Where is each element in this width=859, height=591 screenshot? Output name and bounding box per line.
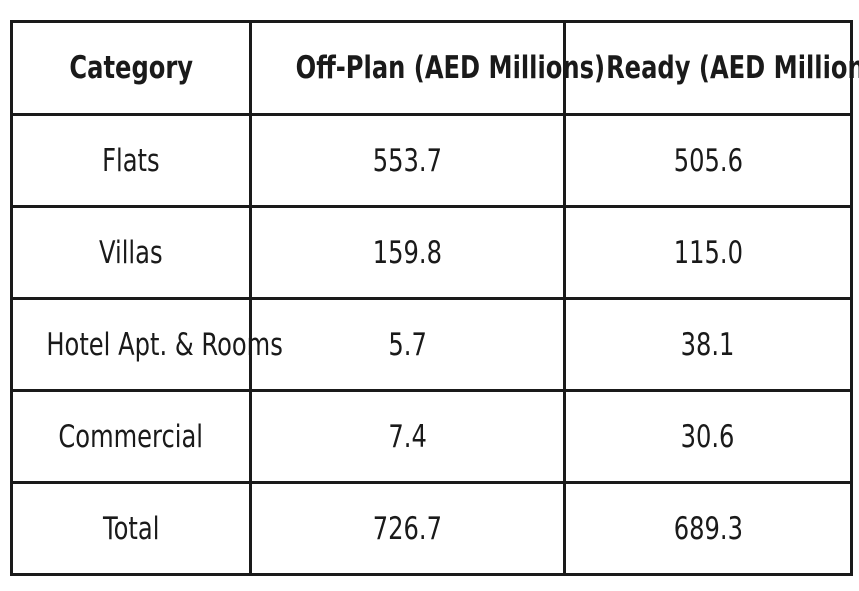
cell-text: Flats bbox=[102, 142, 160, 179]
header-row: Category Off-Plan (AED Millions) Ready (AE… bbox=[10, 20, 859, 116]
cell-text: Hotel Apt. & Rooms bbox=[46, 326, 283, 363]
table-cell: 726.7 bbox=[249, 481, 566, 576]
header-cell: Ready (AED Millions) bbox=[563, 20, 859, 116]
cell-text: 115.0 bbox=[673, 234, 743, 271]
table-cell: Flats bbox=[10, 113, 252, 208]
table-row: Total 726.7 689.3 bbox=[10, 481, 853, 576]
header-cell: Off-Plan (AED Millions) bbox=[249, 20, 605, 116]
table-cell: 505.6 bbox=[563, 113, 853, 208]
table-cell: 115.0 bbox=[563, 205, 853, 300]
header-cell: Category bbox=[10, 20, 252, 116]
cell-text: Ready (AED Millions) bbox=[606, 50, 859, 86]
table-row: Villas 159.8 115.0 bbox=[10, 205, 853, 300]
table-cell: 159.8 bbox=[249, 205, 566, 300]
table-cell: 38.1 bbox=[563, 297, 853, 392]
table-cell: 7.4 bbox=[249, 389, 566, 484]
table-cell: 30.6 bbox=[563, 389, 853, 484]
cell-text: Off-Plan (AED Millions) bbox=[295, 50, 606, 86]
table-cell: Hotel Apt. & Rooms bbox=[10, 297, 283, 392]
cell-text: 726.7 bbox=[372, 510, 443, 547]
cell-text: Total bbox=[102, 510, 160, 547]
table-cell: 553.7 bbox=[249, 113, 566, 208]
table-cell: 689.3 bbox=[563, 481, 853, 576]
cell-text: 30.6 bbox=[681, 418, 735, 455]
table-cell: Total bbox=[10, 481, 252, 576]
cell-text: 159.8 bbox=[372, 234, 443, 271]
table-cell: Commercial bbox=[10, 389, 252, 484]
cell-text: 505.6 bbox=[673, 142, 743, 179]
cell-text: 553.7 bbox=[372, 142, 443, 179]
cell-text: 7.4 bbox=[388, 418, 427, 455]
data-table: Category Off-Plan (AED Millions) Ready (AE… bbox=[10, 20, 859, 576]
table-cell: 5.7 bbox=[249, 297, 566, 392]
cell-text: Villas bbox=[99, 234, 163, 271]
cell-text: Commercial bbox=[58, 418, 204, 455]
table-body: Flats 553.7 505.6 Villas 159.8 115.0 Hotel Apt… bbox=[10, 113, 853, 576]
cell-text: 5.7 bbox=[388, 326, 427, 363]
table-row: Hotel Apt. & Rooms 5.7 38.1 bbox=[10, 297, 853, 392]
cell-text: Category bbox=[69, 50, 193, 86]
cell-text: 38.1 bbox=[681, 326, 735, 363]
table-cell: Villas bbox=[10, 205, 252, 300]
table-row: Commercial 7.4 30.6 bbox=[10, 389, 853, 484]
table-row: Flats 553.7 505.6 bbox=[10, 113, 853, 208]
cell-text: 689.3 bbox=[673, 510, 743, 547]
